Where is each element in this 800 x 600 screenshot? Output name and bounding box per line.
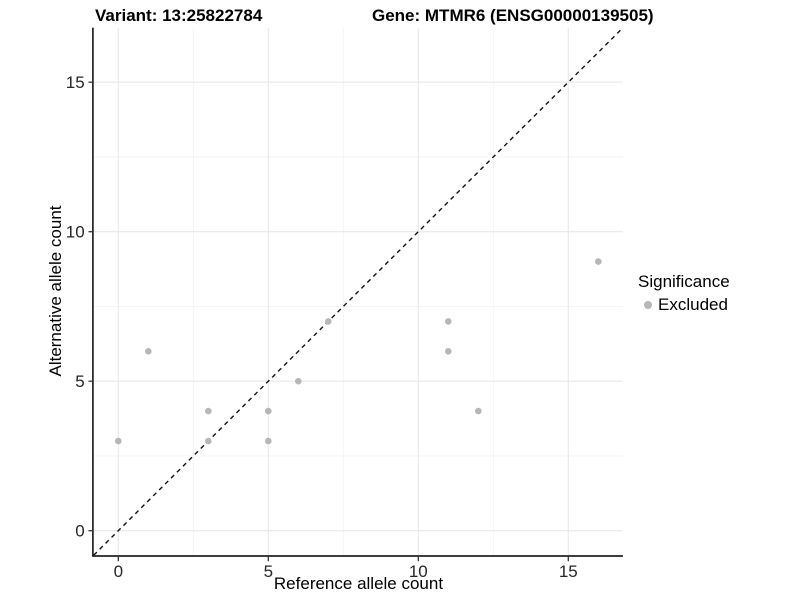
data-point xyxy=(295,377,302,385)
y-axis-title: Alternative allele count xyxy=(46,205,65,377)
identity-dashed-line xyxy=(93,27,624,556)
data-point xyxy=(265,437,272,445)
data-point xyxy=(445,318,452,325)
variant-title: Variant: 13:25822784 xyxy=(95,6,263,25)
data-point xyxy=(205,437,212,445)
y-tick-label: 5 xyxy=(75,372,84,391)
data-point xyxy=(145,348,152,355)
x-axis-title: Reference allele count xyxy=(273,574,444,593)
data-point xyxy=(445,348,452,355)
legend-title: Significance xyxy=(638,272,730,291)
y-tick-label: 15 xyxy=(66,73,85,92)
legend-item-label: Excluded xyxy=(658,295,728,314)
x-tick-label: 10 xyxy=(409,562,428,581)
legend-item-excluded: Excluded xyxy=(638,295,730,315)
gene-title: Gene: MTMR6 (ENSG00000139505) xyxy=(372,6,654,25)
data-point xyxy=(265,407,272,415)
legend: Significance Excluded xyxy=(638,272,730,315)
data-point xyxy=(205,407,212,415)
x-tick-label: 5 xyxy=(264,562,273,581)
excluded-point-icon xyxy=(644,301,652,309)
data-point xyxy=(325,318,332,325)
y-tick-label: 10 xyxy=(66,223,85,242)
data-point xyxy=(475,407,482,415)
y-tick-label: 0 xyxy=(75,522,84,541)
data-point xyxy=(595,258,602,265)
x-tick-label: 15 xyxy=(559,562,578,581)
x-tick-label: 0 xyxy=(114,562,123,581)
data-point xyxy=(115,437,122,445)
